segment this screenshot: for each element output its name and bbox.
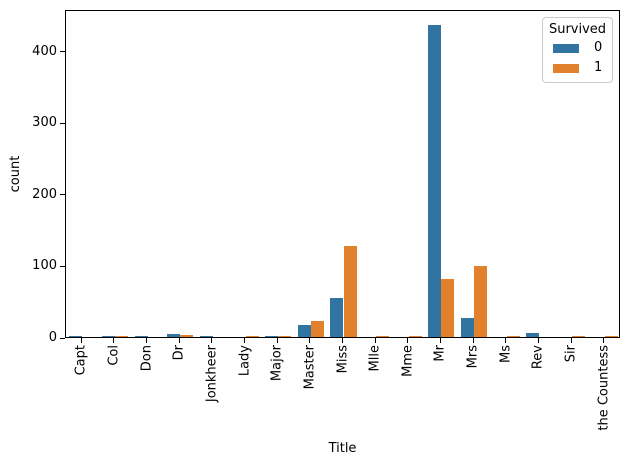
bar-Major-survived-0	[265, 336, 279, 337]
x-tick-mark	[113, 338, 115, 343]
x-tick-mark	[537, 338, 539, 343]
bar-Mlle-survived-1	[376, 335, 390, 337]
y-tick-mark	[60, 337, 65, 339]
bar-Col-survived-0	[101, 336, 115, 337]
x-tick-label: Major	[269, 345, 285, 382]
x-tick-label: Sir	[563, 345, 579, 363]
bar-Lady-survived-1	[245, 336, 259, 337]
bar-Major-survived-1	[278, 336, 292, 337]
bar-Ms-survived-1	[506, 336, 520, 337]
bar-Jonkheer-survived-0	[199, 336, 213, 337]
bar-the-Countess-survived-1	[604, 336, 618, 337]
bar-Capt-survived-0	[69, 336, 83, 337]
x-tick-label: Jonkheer	[204, 345, 220, 403]
x-tick-mark	[309, 338, 311, 343]
y-tick-label: 200	[32, 186, 57, 202]
bar-Dr-survived-0	[167, 334, 181, 337]
x-tick-mark	[211, 338, 213, 343]
bar-Dr-survived-1	[180, 334, 194, 337]
x-tick-label: Mme	[400, 345, 416, 377]
x-axis-label: Title	[328, 441, 357, 456]
y-tick-label: 0	[48, 330, 57, 345]
bar-Rev-survived-0	[526, 332, 540, 337]
bar-Miss-survived-0	[330, 297, 344, 337]
x-tick-label: Master	[302, 345, 318, 390]
x-tick-label: the Countess	[596, 345, 612, 431]
x-tick-mark	[603, 338, 605, 343]
bar-Mrs-survived-0	[461, 318, 475, 337]
x-tick-mark	[342, 338, 343, 343]
bar-Miss-survived-1	[343, 246, 357, 337]
legend-swatch-survived-1	[553, 63, 579, 73]
bar-Mme-survived-1	[408, 336, 422, 337]
x-tick-mark	[80, 338, 82, 343]
x-tick-label: Capt	[73, 345, 89, 376]
x-tick-mark	[244, 338, 246, 343]
legend-label-survived-0: 0	[594, 40, 603, 55]
x-tick-mark	[146, 338, 148, 343]
plot-area	[65, 10, 620, 338]
x-tick-label: Mrs	[465, 345, 481, 369]
x-tick-label: Rev	[530, 345, 546, 370]
y-tick-label: 400	[32, 43, 57, 59]
x-tick-mark	[505, 338, 507, 343]
x-tick-label: Miss	[335, 345, 350, 374]
y-tick-mark	[60, 51, 65, 53]
bar-Don-survived-0	[134, 336, 148, 337]
y-tick-mark	[60, 122, 65, 124]
bar-Mrs-survived-1	[474, 266, 488, 337]
x-tick-mark	[276, 338, 278, 343]
bar-Col-survived-1	[114, 336, 129, 337]
x-tick-label: Dr	[171, 345, 187, 361]
legend-entry-survived-1: 1	[543, 58, 612, 78]
y-tick-label: 300	[32, 115, 57, 131]
legend-title: Survived	[548, 22, 607, 37]
bar-Mr-survived-0	[428, 24, 442, 337]
x-tick-mark	[407, 338, 409, 343]
legend: Survived 0 1	[542, 17, 613, 83]
y-tick-label: 100	[32, 258, 57, 274]
x-tick-mark	[472, 338, 474, 343]
bar-Master-survived-0	[297, 324, 311, 337]
y-tick-mark	[60, 194, 65, 196]
x-tick-label: Mlle	[367, 345, 383, 372]
bar-Sir-survived-1	[572, 336, 586, 337]
x-tick-label: Don	[139, 345, 155, 372]
x-tick-mark	[178, 338, 180, 343]
legend-entry-survived-0: 0	[543, 38, 612, 58]
legend-label-survived-1: 1	[594, 60, 603, 75]
x-tick-mark	[439, 338, 441, 343]
x-tick-mark	[570, 338, 572, 343]
bar-Mr-survived-1	[441, 279, 455, 337]
x-tick-label: Lady	[237, 345, 253, 377]
x-tick-label: Ms	[498, 345, 514, 363]
x-tick-mark	[374, 338, 376, 343]
x-tick-label: Col	[106, 345, 122, 366]
bar-Master-survived-1	[310, 320, 324, 337]
legend-swatch-survived-0	[553, 43, 579, 53]
y-tick-mark	[60, 265, 65, 267]
x-tick-label: Mr	[432, 345, 448, 362]
